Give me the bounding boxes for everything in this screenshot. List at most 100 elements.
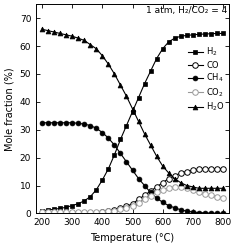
CO bbox=[65, 212, 68, 215]
CO bbox=[59, 212, 62, 215]
H$_2$ bbox=[161, 47, 164, 50]
CO bbox=[71, 212, 74, 215]
H$_2$ bbox=[197, 33, 200, 36]
H$_2$O bbox=[209, 187, 212, 190]
CO bbox=[161, 181, 164, 184]
CO$_2$ bbox=[161, 188, 164, 191]
CO bbox=[137, 198, 140, 201]
CO$_2$ bbox=[89, 210, 92, 213]
CO bbox=[131, 202, 134, 205]
H$_2$ bbox=[173, 37, 176, 40]
Line: H$_2$O: H$_2$O bbox=[40, 27, 225, 191]
CO bbox=[173, 174, 176, 177]
H$_2$ bbox=[59, 207, 62, 210]
CO$_2$ bbox=[221, 197, 224, 200]
CO bbox=[203, 167, 206, 170]
CH$_4$ bbox=[101, 131, 104, 134]
H$_2$ bbox=[179, 35, 182, 38]
CH$_4$ bbox=[191, 210, 194, 213]
CO$_2$ bbox=[83, 210, 86, 213]
H$_2$O bbox=[65, 33, 68, 36]
CO$_2$ bbox=[125, 206, 128, 209]
H$_2$ bbox=[95, 188, 98, 191]
CH$_4$ bbox=[185, 210, 188, 213]
CH$_4$ bbox=[53, 121, 56, 124]
CO$_2$ bbox=[203, 192, 206, 195]
CO$_2$ bbox=[47, 210, 50, 213]
CO$_2$ bbox=[215, 195, 218, 198]
CH$_4$ bbox=[179, 208, 182, 211]
H$_2$ bbox=[89, 195, 92, 198]
H$_2$O bbox=[71, 35, 74, 38]
H$_2$O bbox=[167, 171, 170, 174]
CO bbox=[179, 171, 182, 174]
H$_2$O bbox=[107, 63, 110, 66]
H$_2$ bbox=[203, 33, 206, 36]
H$_2$ bbox=[41, 209, 43, 212]
H$_2$ bbox=[119, 138, 122, 141]
H$_2$ bbox=[107, 167, 110, 170]
H$_2$ bbox=[47, 208, 50, 211]
CO$_2$ bbox=[173, 185, 176, 188]
H$_2$O bbox=[125, 95, 128, 98]
H$_2$O bbox=[83, 39, 86, 42]
H$_2$ bbox=[83, 199, 86, 202]
H$_2$O bbox=[47, 29, 50, 32]
CO$_2$ bbox=[143, 198, 146, 201]
CO bbox=[107, 210, 110, 213]
H$_2$ bbox=[77, 202, 80, 205]
CH$_4$ bbox=[149, 191, 152, 194]
CO$_2$ bbox=[59, 210, 62, 213]
H$_2$ bbox=[191, 33, 194, 36]
H$_2$ bbox=[113, 153, 116, 156]
CH$_4$ bbox=[215, 212, 218, 215]
CH$_4$ bbox=[167, 204, 170, 207]
CO$_2$ bbox=[77, 210, 80, 213]
H$_2$O bbox=[197, 187, 200, 190]
CO bbox=[191, 169, 194, 172]
Y-axis label: Mole fraction (%): Mole fraction (%) bbox=[4, 67, 14, 151]
CO$_2$ bbox=[155, 191, 158, 194]
CH$_4$ bbox=[95, 127, 98, 130]
CH$_4$ bbox=[221, 212, 224, 215]
H$_2$O bbox=[221, 187, 224, 190]
CH$_4$ bbox=[41, 121, 43, 124]
CO$_2$ bbox=[65, 210, 68, 213]
H$_2$O bbox=[131, 107, 134, 110]
CO bbox=[47, 212, 50, 215]
H$_2$ bbox=[185, 34, 188, 37]
CO$_2$ bbox=[197, 190, 200, 193]
H$_2$ bbox=[215, 32, 218, 35]
CO bbox=[89, 211, 92, 214]
H$_2$O bbox=[149, 144, 152, 146]
Line: CO$_2$: CO$_2$ bbox=[39, 184, 226, 215]
CO$_2$ bbox=[95, 210, 98, 213]
H$_2$O bbox=[185, 184, 188, 187]
CO bbox=[101, 210, 104, 213]
CO bbox=[125, 205, 128, 208]
H$_2$O bbox=[113, 72, 116, 75]
H$_2$O bbox=[215, 187, 218, 190]
CO bbox=[215, 167, 218, 170]
CO bbox=[95, 211, 98, 214]
CH$_4$ bbox=[125, 160, 128, 163]
H$_2$ bbox=[53, 208, 56, 211]
CH$_4$ bbox=[65, 121, 68, 124]
CH$_4$ bbox=[197, 211, 200, 214]
H$_2$O bbox=[161, 165, 164, 167]
CO$_2$ bbox=[71, 210, 74, 213]
CH$_4$ bbox=[83, 123, 86, 126]
CO$_2$ bbox=[167, 186, 170, 189]
CO$_2$ bbox=[185, 186, 188, 189]
H$_2$ bbox=[149, 70, 152, 73]
CO bbox=[209, 167, 212, 170]
H$_2$O bbox=[95, 47, 98, 50]
H$_2$O bbox=[179, 181, 182, 184]
H$_2$O bbox=[89, 43, 92, 46]
H$_2$O bbox=[137, 120, 140, 123]
CH$_4$ bbox=[173, 206, 176, 209]
H$_2$ bbox=[209, 32, 212, 35]
CO bbox=[149, 190, 152, 193]
H$_2$O bbox=[119, 83, 122, 86]
CO bbox=[113, 208, 116, 211]
